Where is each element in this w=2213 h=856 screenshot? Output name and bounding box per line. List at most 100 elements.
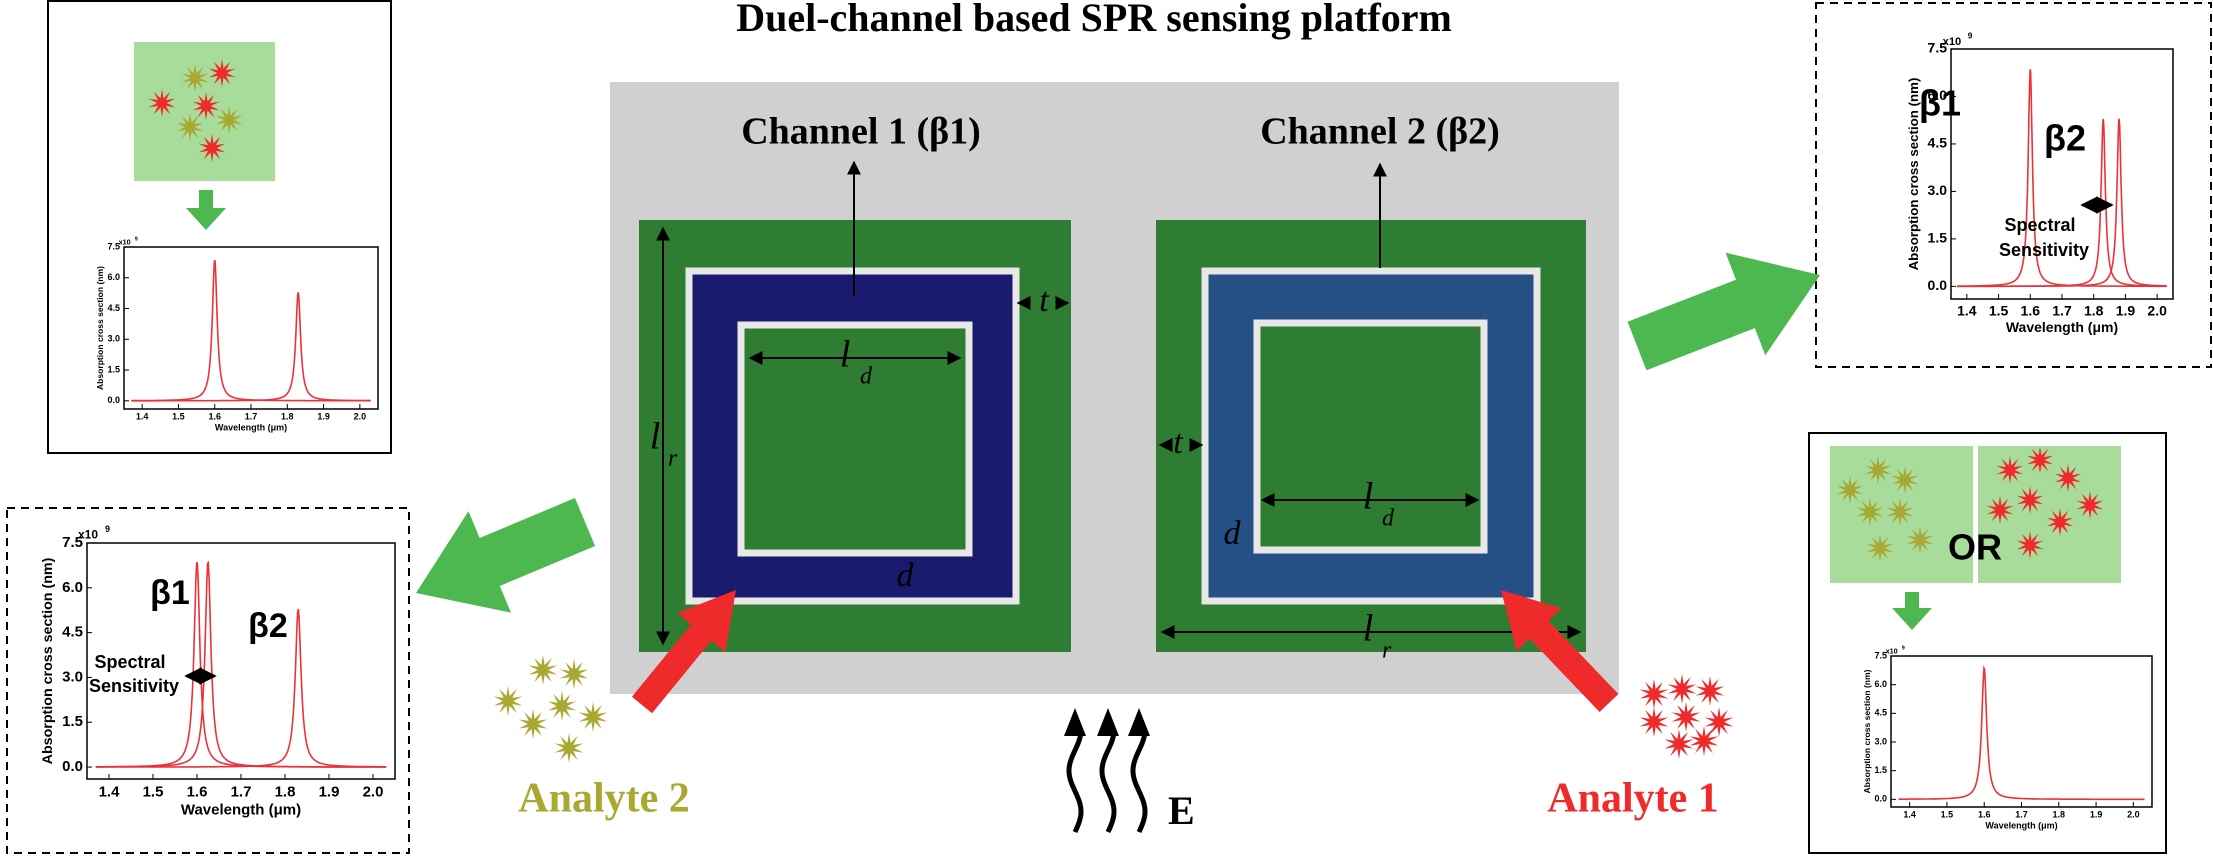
dim-sub: d [860,364,873,390]
x-tick-label: 2.0 [2147,302,2167,318]
y-tick-label: 4.5 [107,303,120,313]
x-axis-label: Wavelength (μm) [215,422,287,432]
multiplier-exp: 9 [105,524,110,534]
plot-panel [1808,432,2167,854]
peak-label: β1 [150,574,190,612]
molecule [1695,676,1725,706]
flow-arrow [1892,592,1932,630]
analyte-arrow [1501,590,1619,712]
plot-panel [47,0,392,454]
molecule [1986,496,2014,524]
analyte-arrow [631,590,736,714]
molecule [2076,491,2104,519]
molecule [528,655,558,685]
x-axis-label: Wavelength (μm) [2006,319,2118,335]
y-tick-label: 6.0 [62,579,83,596]
molecule [2026,446,2054,474]
molecule [547,691,577,721]
y-axis-label: Absorption cross section (nm) [1906,78,1921,271]
dim-l: l [1363,476,1374,518]
molecule [2016,531,2044,559]
x-tick-label: 1.6 [208,411,221,421]
molecule [181,64,209,92]
y-tick-label: 4.5 [62,624,83,641]
y-tick-label: 7.5 [1874,650,1887,660]
y-tick-label: 0.0 [107,395,120,405]
molecule [1906,526,1934,554]
molecule [1886,498,1914,526]
multiplier-exp: 9 [135,236,138,242]
spectrum-peak [131,292,371,402]
molecule [1704,707,1734,737]
molecule [1667,674,1697,704]
dim-sub: r [1382,638,1392,664]
x-tick-label: 1.5 [1989,302,2009,318]
y-tick-label: 7.5 [107,241,120,251]
flow-arrow [1627,252,1820,371]
molecule [148,89,176,117]
molecule [1639,707,1669,737]
y-tick-label: 0.0 [62,758,83,775]
y-tick-label: 1.5 [1874,765,1887,775]
molecule [2054,464,2082,492]
y-axis-label: Absorption cross section (nm) [95,266,105,390]
x-tick-label: 1.6 [1978,809,1991,819]
spectrum-peak [1957,118,2167,288]
dim-d: d [1224,515,1242,552]
y-tick-label: 3.0 [1874,736,1887,746]
field-wave [1130,731,1148,834]
y-tick-label: 4.5 [1928,135,1948,151]
molecule [2016,486,2044,514]
dim-l: l [1363,608,1374,650]
analyte-label: Analyte 2 [518,776,690,822]
peak-label: Sensitivity [1999,240,2089,260]
title: Duel-channel based SPR sensing platform [736,0,1452,40]
molecule [198,134,226,162]
multiplier-exp: 9 [1968,31,1973,41]
channel-label: Channel 2 (β2) [1260,111,1500,153]
plot-panel [6,507,410,854]
x-tick-label: 1.5 [143,783,164,800]
x-tick-label: 1.7 [2052,302,2072,318]
x-tick-label: 1.4 [99,783,121,800]
molecule [1856,498,1884,526]
x-tick-label: 1.8 [275,783,296,800]
channel-label: Channel 1 (β1) [741,111,981,153]
molecule [493,686,523,716]
y-tick-label: 0.0 [1928,277,1948,293]
x-tick-label: 1.4 [1957,302,1977,318]
dim-t: t [1039,282,1050,319]
x-tick-label: 1.5 [172,411,185,421]
peak-label: Sensitivity [89,676,179,696]
spectrum-peak [95,608,387,768]
molecule [1664,729,1694,759]
molecule [215,106,243,134]
y-axis-label: Absorption cross section (nm) [40,557,56,764]
multiplier: x10 [1886,646,1898,655]
y-tick-label: 3.0 [1928,182,1948,198]
plot-frame [1950,48,2174,300]
y-tick-label: 6.0 [1874,679,1887,689]
peak-label: β2 [248,607,288,645]
molecule [518,709,548,739]
molecule [1639,679,1669,709]
molecule [1866,534,1894,562]
x-tick-label: 1.6 [187,783,208,800]
y-tick-label: 7.5 [1928,40,1948,56]
y-tick-label: 6.0 [107,272,120,282]
multiplier-exp: 9 [1902,645,1905,651]
molecule [1891,466,1919,494]
y-tick-label: 1.5 [62,713,83,730]
y-axis-label: Absorption cross section (nm) [1862,669,1872,793]
multiplier: x10 [1943,36,1962,48]
y-tick-label: 6.0 [1928,87,1948,103]
molecule [176,113,204,141]
plot-frame [86,542,396,780]
molecule [208,59,236,87]
x-tick-label: 1.5 [1941,809,1954,819]
field-wave [1066,731,1084,834]
x-tick-label: 1.8 [2053,809,2066,819]
molecule [554,733,584,763]
or-label: OR [1948,527,2002,568]
